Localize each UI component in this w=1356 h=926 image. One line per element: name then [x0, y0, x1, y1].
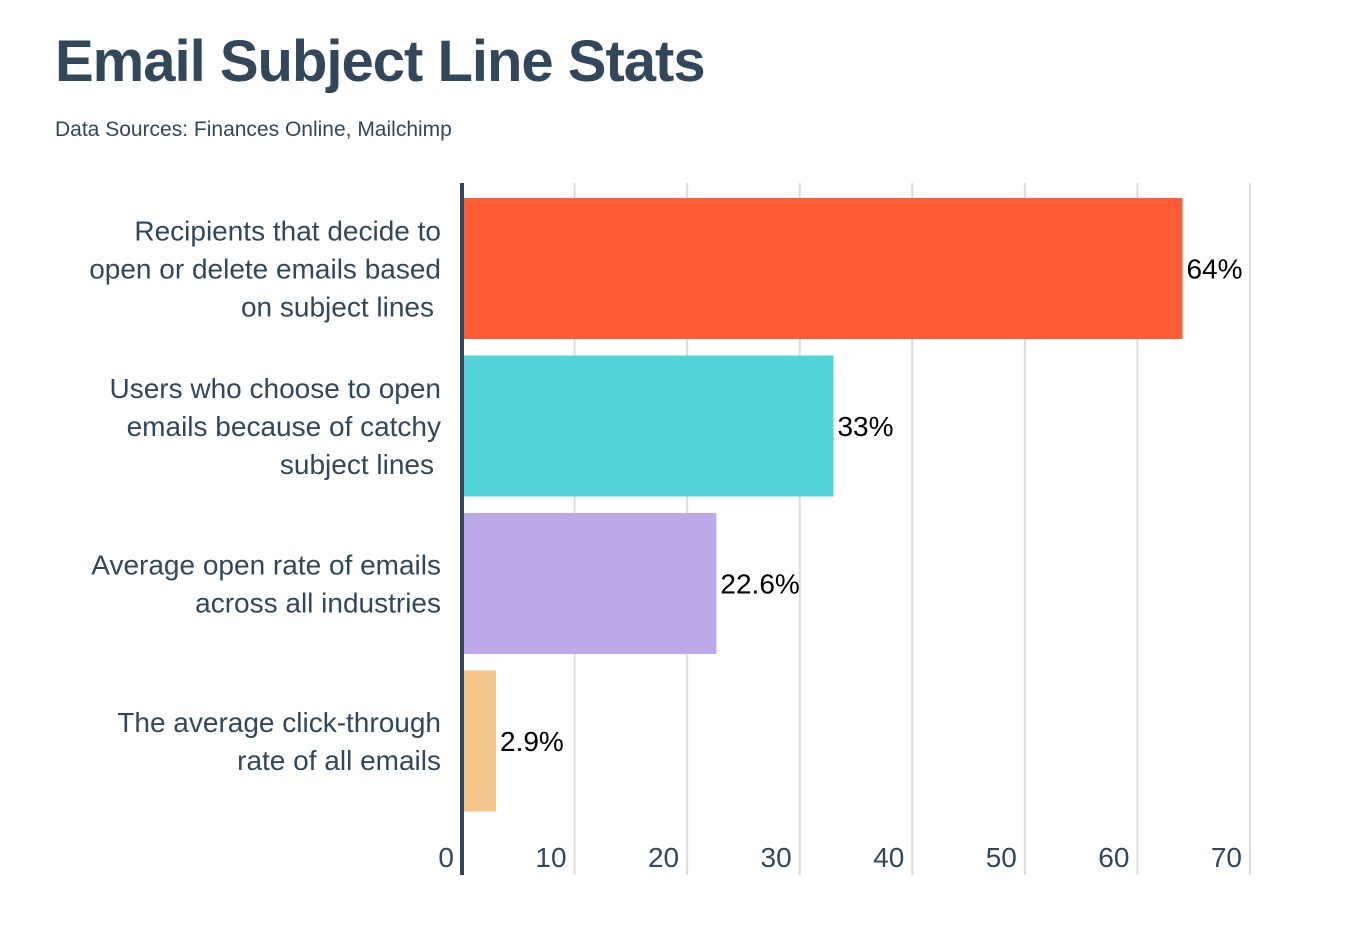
data-label: 2.9%: [500, 726, 564, 757]
x-tick-label: 20: [648, 842, 679, 873]
bar: [462, 513, 717, 654]
data-label: 33%: [837, 411, 893, 442]
x-tick-label: 70: [1211, 842, 1242, 873]
x-tick-label: 60: [1098, 842, 1129, 873]
x-tick-label: 40: [873, 842, 904, 873]
bar: [462, 198, 1183, 339]
bar: [462, 670, 496, 812]
category-label: across all industries: [195, 588, 441, 619]
category-label: on subject lines: [241, 292, 434, 323]
chart-title: Email Subject Line Stats: [55, 29, 706, 94]
category-label: Recipients that decide to: [134, 216, 441, 247]
x-tick-label: 50: [986, 842, 1017, 873]
category-label: open or delete emails based: [89, 254, 441, 285]
data-label: 64%: [1186, 254, 1242, 285]
category-label: rate of all emails: [237, 745, 441, 776]
category-label: subject lines: [280, 449, 434, 480]
category-label: The average click-through: [117, 707, 441, 738]
category-label: emails because of catchy: [127, 411, 441, 442]
x-tick-label: 10: [535, 842, 566, 873]
data-label: 22.6%: [720, 569, 799, 600]
category-label: Users who choose to open: [109, 373, 441, 404]
bar: [462, 355, 834, 497]
x-tick-label: 0: [438, 842, 454, 873]
x-tick-label: 30: [761, 842, 792, 873]
chart-subtitle: Data Sources: Finances Online, Mailchimp: [55, 118, 452, 141]
category-label: Average open rate of emails: [91, 550, 441, 581]
